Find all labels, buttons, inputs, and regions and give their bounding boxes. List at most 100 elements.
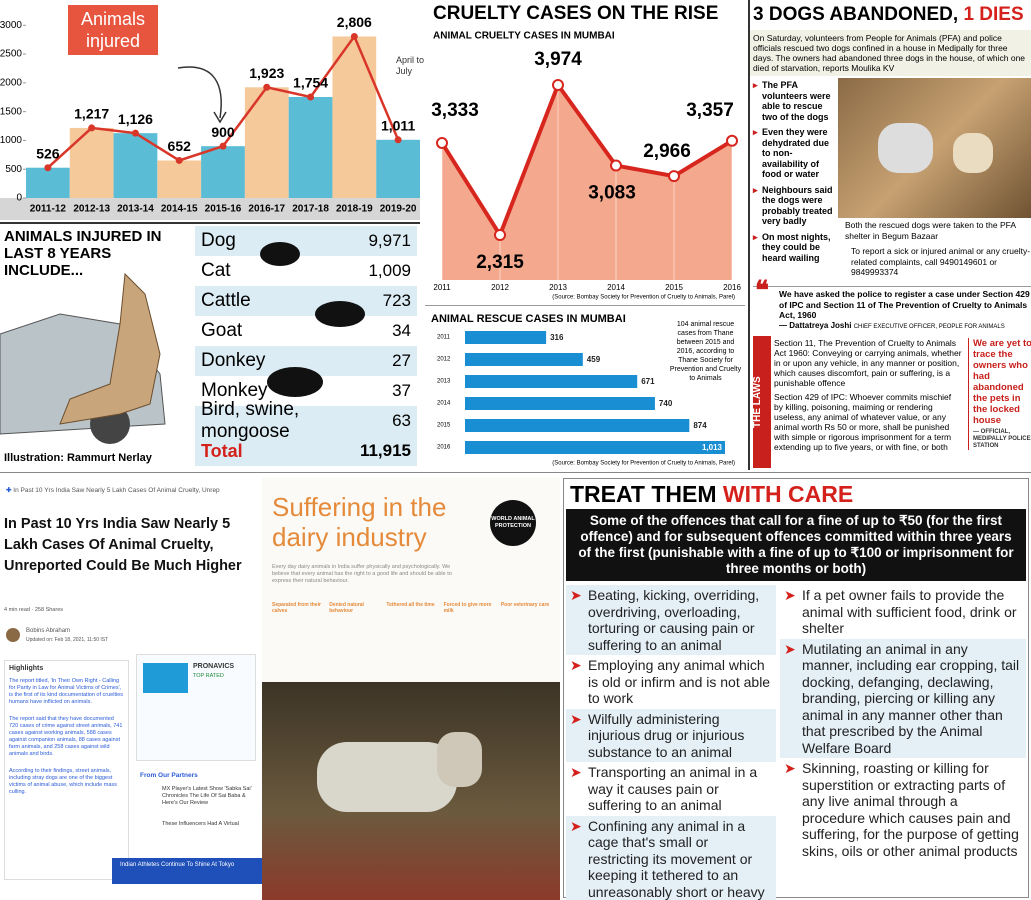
y-tick-label: 2016	[437, 445, 451, 451]
count: 723	[382, 291, 411, 310]
headline: In Past 10 Yrs India Saw Nearly 5 Lakh C…	[4, 516, 242, 574]
treat-care-panel: TREAT THEM WITH CARE Some of the offence…	[563, 478, 1029, 900]
value-label: 1,126	[118, 111, 153, 127]
animal: Monkey	[201, 380, 268, 401]
source: (Source: Bombay Society for Prevention o…	[552, 295, 735, 300]
highlights-title: Highlights	[9, 665, 44, 672]
x-tick-label: 2012-13	[73, 204, 110, 215]
value-label: 671	[641, 377, 655, 386]
point	[307, 93, 315, 101]
chart-title: Animals injured	[68, 5, 158, 55]
bullet: On most nights, they could be heard wail…	[753, 232, 835, 264]
bar	[288, 97, 333, 198]
offence: Beating, kicking, overriding, overdrivin…	[566, 585, 776, 655]
cruelty-chart: CRUELTY CASES ON THE RISE ANIMAL CRUELTY…	[431, 3, 741, 300]
highlights: The report titled, 'In Their Own Right -…	[9, 678, 124, 796]
point	[88, 124, 96, 132]
law: Section 11, The Prevention of Cruelty to…	[774, 338, 962, 388]
x-tick-label: 2013	[549, 283, 567, 292]
title-text: 3 DOGS ABANDONED,	[753, 4, 964, 25]
offence: Skinning, roasting or killing for supers…	[780, 758, 1026, 861]
value-label: 652	[168, 138, 192, 154]
table-total: Total 11,915	[195, 436, 417, 466]
x-tick-label: 2016-17	[248, 204, 285, 215]
value-label: 740	[659, 399, 673, 408]
cow-head	[437, 732, 482, 787]
offence: Transporting an animal in a way it cause…	[566, 762, 776, 816]
bar	[157, 160, 202, 198]
dairy-column: Forced to give more milk	[443, 602, 492, 614]
animal: Dog	[201, 230, 236, 251]
dairy-panel: Suffering in the dairy industry WORLD AN…	[262, 478, 560, 900]
annotation: 104 animal rescue cases from Thane betwe…	[669, 321, 742, 382]
value-label: 3,333	[431, 100, 479, 121]
monkey-icon	[267, 367, 323, 397]
injured-chart: 0 500 1000 1500 2000 2500 3000 2011-12 2012-13 20…	[0, 0, 420, 220]
value-label: 1,754	[293, 75, 328, 91]
value-label: 2,966	[643, 141, 691, 162]
bar	[465, 353, 583, 366]
dairy-title: Suffering in the dairy industry	[272, 492, 447, 552]
dairy-column: Denied natural behaviour	[329, 602, 364, 614]
point	[44, 164, 52, 172]
quote-author: — Dattatreya Joshi	[779, 320, 852, 330]
dairy-columns: Separated from their calves Denied natura…	[272, 602, 552, 614]
count: 1,009	[368, 261, 411, 280]
value-label: 3,357	[686, 100, 734, 121]
caption: Both the rescued dogs were taken to the …	[845, 220, 1016, 241]
count: 9,971	[368, 231, 411, 250]
bar	[113, 133, 158, 198]
partners-title: From Our Partners	[140, 772, 198, 779]
law: Section 429 of IPC: Whoever commits misc…	[774, 392, 952, 452]
table-row: Bird, swine, mongoose 63	[195, 399, 417, 442]
laws-tag: THE LAWS	[752, 336, 771, 468]
cattle-icon	[315, 301, 365, 327]
ad: PRONAVICS TOP RATED	[136, 654, 256, 761]
bar	[465, 331, 547, 344]
updated: Updated on: Feb 18, 2021, 11:50 IST	[26, 637, 109, 643]
quote: ❝ We have asked the police to register a …	[755, 275, 1030, 320]
table-row: Goat 34	[195, 316, 417, 346]
count: 63	[392, 411, 411, 430]
value-label: 1,923	[249, 65, 284, 81]
x-tick-label: 2013-14	[117, 204, 154, 215]
bottom-bar[interactable]: Indian Athletes Continue To Shine At Tok…	[112, 858, 262, 884]
count: 37	[392, 381, 411, 400]
value-label: 900	[211, 124, 235, 140]
point	[726, 134, 738, 147]
x-tick-label: 2015	[665, 283, 683, 292]
bar	[465, 397, 655, 410]
highlight: The report said that they have documente…	[9, 716, 123, 757]
x-tick-label: 2018-19	[336, 204, 373, 215]
point	[219, 142, 227, 150]
count: 34	[392, 321, 411, 340]
report: To report a sick or injured animal or an…	[851, 246, 1031, 277]
table-row: Cattle 723	[195, 286, 417, 316]
category-strip	[0, 198, 420, 220]
value-label: 3,083	[588, 183, 636, 204]
value-label: 874	[693, 421, 707, 430]
y-tick-label: 2014	[437, 401, 451, 407]
annotation: April to July	[396, 55, 425, 76]
laws: Section 11, The Prevention of Cruelty to…	[774, 338, 962, 456]
ad-brand: PRONAVICS	[193, 663, 235, 670]
point	[350, 32, 358, 40]
value-label: 526	[36, 145, 60, 161]
offences-right: If a pet owner fails to provide the anim…	[780, 585, 1026, 861]
line	[440, 80, 734, 240]
x-tick-label: 2011	[433, 283, 451, 292]
title-red: 1 DIES	[963, 4, 1024, 25]
offence: Confining any animal in a cage that's sm…	[566, 815, 776, 900]
value-label: 1,013	[702, 443, 723, 452]
offence: Mutilating an animal in any manner, incl…	[780, 638, 1026, 758]
side-quote-text: We are yet to trace the owners who had a…	[973, 338, 1031, 426]
bar	[376, 139, 420, 198]
photo	[838, 78, 1031, 218]
x-tick-label: 2014	[607, 283, 625, 292]
illustration	[0, 272, 166, 444]
meta: 4 min read · 258 Shares	[4, 607, 64, 613]
table-title: ANIMALS INJURED IN LAST 8 YEARS INCLUDE.…	[4, 228, 162, 279]
value-label: 3,974	[534, 49, 582, 70]
x-tick-label: 2017-18	[292, 204, 329, 215]
area	[442, 85, 732, 280]
